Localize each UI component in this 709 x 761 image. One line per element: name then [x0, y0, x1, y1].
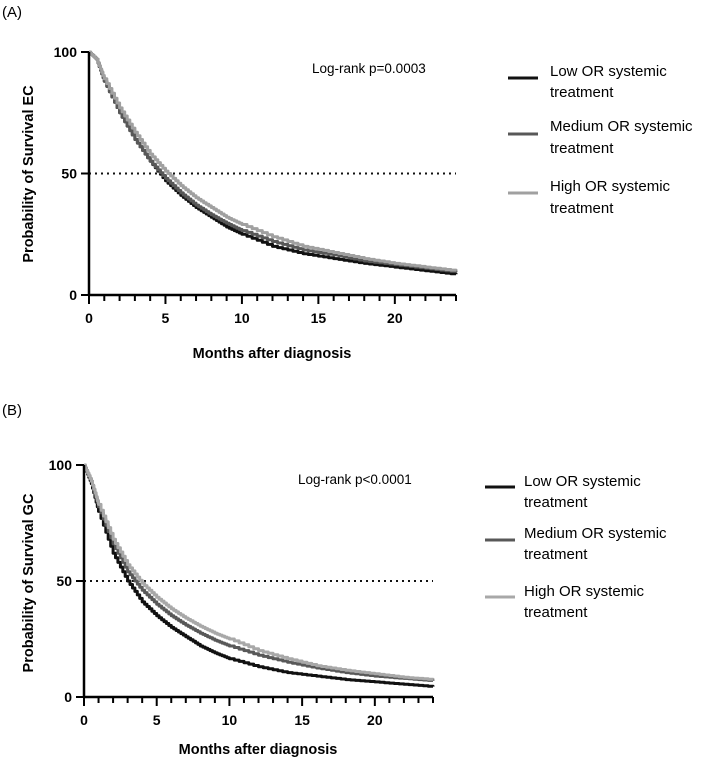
legend-label-line1: High OR systemic: [524, 583, 645, 600]
legend-label-line2: treatment: [524, 604, 588, 621]
x-tick-label: 15: [294, 712, 310, 728]
x-tick-label: 5: [153, 712, 161, 728]
y-tick-label: 100: [49, 457, 73, 473]
y-axis-title: Probability of Survival EC: [21, 85, 37, 263]
panel-a: (A) Probability of Survival EC Months af…: [2, 4, 693, 362]
plot-area: 0 5 10 15 20 0 50 100: [49, 457, 435, 728]
x-tick-label: 0: [80, 712, 88, 728]
legend-entry-low: Low OR systemic treatment: [485, 473, 641, 511]
x-tick-label: 5: [162, 310, 170, 326]
x-axis-title: Months after diagnosis: [193, 346, 352, 362]
legend-label-line1: Low OR systemic: [550, 63, 667, 80]
legend-entry-medium: Medium OR systemic treatment: [485, 525, 667, 563]
legend-entry-high: High OR systemic treatment: [508, 178, 671, 217]
survival-curve-medium: [88, 50, 458, 273]
legend: Low OR systemic treatment Medium OR syst…: [508, 63, 693, 217]
legend-label-line1: Low OR systemic: [524, 473, 641, 490]
survival-curve-low: [83, 463, 435, 688]
legend: Low OR systemic treatment Medium OR syst…: [485, 473, 667, 621]
x-tick-label: 0: [85, 310, 93, 326]
x-tick-label: 10: [222, 712, 238, 728]
y-tick-label: 50: [56, 573, 72, 589]
plot-area: 0 5 10 15 20 0 50 100: [54, 44, 458, 326]
panel-label: (A): [2, 4, 22, 21]
legend-label-line2: treatment: [550, 200, 614, 217]
legend-label-line1: Medium OR systemic: [524, 525, 667, 542]
x-axis-title: Months after diagnosis: [179, 742, 338, 758]
legend-label-line1: High OR systemic: [550, 178, 671, 195]
panel-label: (B): [2, 402, 22, 419]
legend-label-line2: treatment: [524, 546, 588, 563]
survival-curve-high: [83, 463, 435, 681]
legend-entry-high: High OR systemic treatment: [485, 583, 645, 621]
legend-label-line2: treatment: [550, 84, 614, 101]
legend-entry-medium: Medium OR systemic treatment: [508, 118, 693, 157]
legend-entry-low: Low OR systemic treatment: [508, 63, 667, 101]
legend-label-line2: treatment: [550, 140, 614, 157]
y-tick-label: 0: [64, 689, 72, 705]
y-axis-title: Probability of Survival GC: [21, 493, 37, 672]
legend-label-line1: Medium OR systemic: [550, 118, 693, 135]
x-tick-label: 20: [367, 712, 383, 728]
panel-b: (B) Probability of Survival GC Months af…: [2, 402, 667, 758]
y-tick-label: 0: [69, 287, 77, 303]
x-tick-label: 10: [234, 310, 250, 326]
log-rank-annotation: Log-rank p<0.0001: [298, 472, 412, 487]
log-rank-annotation: Log-rank p=0.0003: [312, 61, 426, 76]
survival-curve-high: [88, 50, 458, 272]
legend-label-line2: treatment: [524, 494, 588, 511]
y-tick-label: 100: [54, 44, 78, 60]
x-tick-label: 20: [387, 310, 403, 326]
x-tick-label: 15: [311, 310, 327, 326]
survival-curve-medium: [83, 463, 435, 682]
y-tick-label: 50: [61, 166, 77, 182]
